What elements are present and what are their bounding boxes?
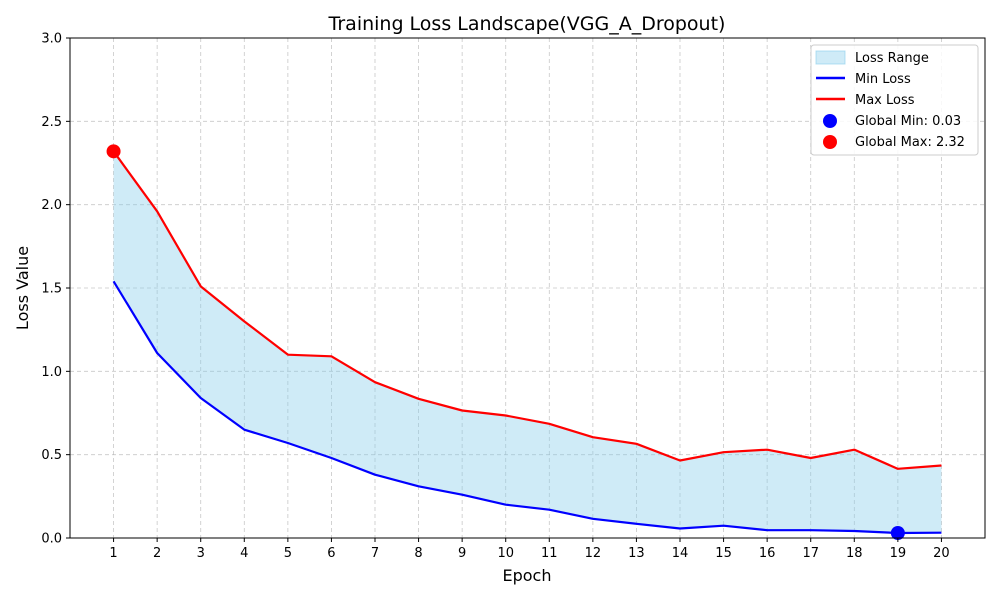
x-tick-label: 17 [802, 546, 819, 561]
legend: Loss Range Min Loss Max Loss Global Min:… [811, 45, 978, 155]
x-tick-label: 6 [327, 546, 335, 561]
y-tick-label: 2.0 [41, 198, 62, 213]
legend-swatch-range [816, 51, 845, 64]
x-axis-label: Epoch [503, 566, 552, 585]
y-tick-label: 2.5 [41, 115, 62, 130]
y-tick-label: 0.5 [41, 448, 62, 463]
legend-marker-global-max [823, 135, 837, 149]
x-tick-label: 10 [497, 546, 514, 561]
x-tick-label: 1 [109, 546, 117, 561]
y-tick-label: 0.0 [41, 532, 62, 547]
x-tick-label: 20 [933, 546, 950, 561]
plot-area [107, 144, 942, 540]
global-max-marker [107, 144, 121, 158]
chart-title: Training Loss Landscape(VGG_A_Dropout) [328, 13, 726, 35]
x-tick-label: 5 [284, 546, 292, 561]
legend-label-global-min: Global Min: 0.03 [855, 114, 961, 129]
y-tick-label: 1.0 [41, 365, 62, 380]
y-axis-label: Loss Value [13, 246, 32, 330]
legend-marker-global-min [823, 114, 837, 128]
x-tick-label: 11 [541, 546, 558, 561]
x-tick-label: 15 [715, 546, 732, 561]
x-tick-label: 14 [672, 546, 689, 561]
x-tick-label: 13 [628, 546, 645, 561]
x-tick-label: 19 [890, 546, 907, 561]
y-tick-label: 1.5 [41, 282, 62, 297]
legend-label-global-max: Global Max: 2.32 [855, 135, 965, 150]
x-tick-label: 7 [371, 546, 379, 561]
x-tick-label: 4 [240, 546, 248, 561]
x-tick-label: 18 [846, 546, 863, 561]
legend-label-range: Loss Range [855, 51, 929, 66]
x-tick-label: 8 [414, 546, 422, 561]
legend-label-max: Max Loss [855, 93, 915, 108]
x-tick-label: 2 [153, 546, 161, 561]
loss-range-fill [114, 151, 942, 533]
x-tick-label: 12 [585, 546, 602, 561]
y-tick-label: 3.0 [41, 32, 62, 47]
x-tick-label: 9 [458, 546, 466, 561]
x-tick-label: 16 [759, 546, 776, 561]
legend-label-min: Min Loss [855, 72, 911, 87]
x-tick-label: 3 [197, 546, 205, 561]
